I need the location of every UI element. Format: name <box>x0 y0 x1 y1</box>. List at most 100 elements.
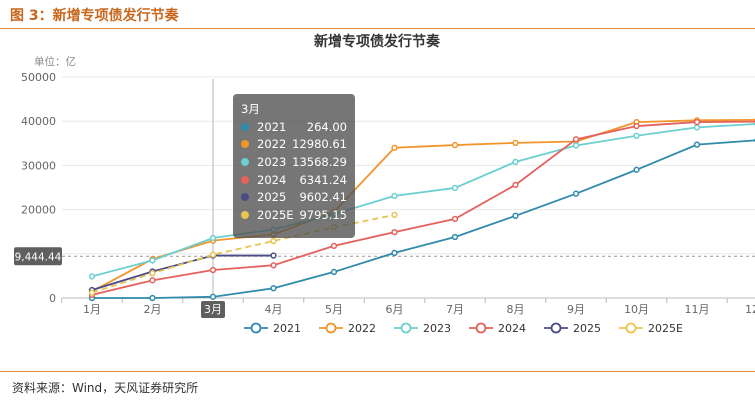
tooltip-series-name: 2025E <box>257 207 294 222</box>
data-point-2023[interactable] <box>451 184 459 192</box>
data-point-2025E[interactable] <box>270 237 277 245</box>
series-line-2024[interactable] <box>91 120 755 296</box>
tooltip-row: 2024 6341.24 <box>241 171 347 189</box>
data-point-2024[interactable] <box>209 266 217 274</box>
data-point-2024[interactable] <box>149 277 156 284</box>
data-point-2022[interactable] <box>512 139 519 147</box>
data-point-2021[interactable] <box>512 212 519 219</box>
data-point-2023[interactable] <box>572 142 580 149</box>
x-tick-label: 2月 <box>144 303 162 316</box>
x-tick-label: 5月 <box>325 303 343 316</box>
data-point-2024[interactable] <box>451 215 459 223</box>
tooltip-series-value: 6341.24 <box>299 172 347 187</box>
x-tick-label: 9月 <box>567 303 585 316</box>
data-point-2024[interactable] <box>391 228 398 236</box>
chart-title: 新增专项债发行节奏 <box>314 33 441 50</box>
tooltip-row: 2025E 9795.15 <box>241 206 347 224</box>
series-line-2021[interactable] <box>92 139 755 299</box>
legend-label-2024: 2024 <box>498 322 526 335</box>
tooltip-series-value: 9602.41 <box>299 190 347 205</box>
data-point-2025[interactable] <box>270 252 277 259</box>
chart-canvas: 新增专项债发行节奏单位：亿010000200003000040000500009… <box>14 33 755 335</box>
data-point-2023[interactable] <box>391 192 398 200</box>
crosshair-y-label: 9,444.44 <box>15 251 62 263</box>
y-tick-label: 30000 <box>21 159 56 172</box>
data-point-2022[interactable] <box>451 141 459 149</box>
series-dot-icon <box>241 210 249 219</box>
legend-marker-2021[interactable] <box>250 322 262 334</box>
legend-marker-2025[interactable] <box>550 322 562 334</box>
tooltip-series-value: 264.00 <box>306 119 347 134</box>
tooltip-row: 2022 12980.61 <box>241 136 347 154</box>
data-point-2021[interactable] <box>209 293 217 300</box>
data-point-2021[interactable] <box>149 294 156 302</box>
data-point-2025E[interactable] <box>209 251 217 258</box>
line-chart[interactable]: 新增专项债发行节奏单位：亿010000200003000040000500009… <box>0 30 755 370</box>
data-point-2025E[interactable] <box>391 211 398 219</box>
legend-marker-2024[interactable] <box>475 322 487 334</box>
data-point-2023[interactable] <box>149 257 156 264</box>
data-point-2021[interactable] <box>572 190 580 197</box>
tooltip-series-name: 2025 <box>257 190 287 205</box>
legend-marker-2025E[interactable] <box>625 322 637 334</box>
bottom-divider <box>0 371 755 372</box>
data-point-2024[interactable] <box>270 262 277 269</box>
data-point-2022[interactable] <box>391 144 398 151</box>
data-point-2023[interactable] <box>633 132 640 139</box>
x-tick-label: 11月 <box>685 303 710 316</box>
data-point-2021[interactable] <box>693 141 701 148</box>
data-point-2024[interactable] <box>572 136 580 143</box>
x-tick-label: 3月 <box>204 303 222 316</box>
series-line-2022[interactable] <box>91 118 755 293</box>
data-point-2021[interactable] <box>633 166 640 173</box>
tooltip-row: 2023 13568.29 <box>241 153 347 171</box>
legend-label-2021: 2021 <box>273 322 301 335</box>
data-point-2023[interactable] <box>209 234 217 242</box>
tooltip-row: 2025 9602.41 <box>241 188 347 206</box>
legend-label-2025E: 2025E <box>648 322 683 335</box>
data-point-2023[interactable] <box>88 273 96 280</box>
top-divider <box>0 28 755 29</box>
legend-marker-2022[interactable] <box>325 322 337 334</box>
hover-tooltip: 3月 2021 264.00 2022 12980.61 2023 13568.29 202… <box>233 94 355 238</box>
tooltip-series-value: 9795.15 <box>299 207 347 222</box>
series-dot-icon <box>241 193 249 202</box>
data-point-2023[interactable] <box>512 158 519 166</box>
data-point-2023[interactable] <box>693 124 701 131</box>
legend-label-2023: 2023 <box>423 322 451 335</box>
y-tick-label: 40000 <box>21 115 56 128</box>
legend-label-2022: 2022 <box>348 322 376 335</box>
data-point-2021[interactable] <box>391 249 398 257</box>
y-tick-label: 0 <box>49 292 56 305</box>
x-tick-label: 1月 <box>83 303 101 316</box>
series-dot-icon <box>241 157 249 166</box>
series-line-2025[interactable] <box>91 254 274 291</box>
data-point-2024[interactable] <box>633 122 640 130</box>
data-point-2024[interactable] <box>693 118 701 126</box>
crosshair-y-badge <box>14 247 62 266</box>
series-dot-icon <box>241 140 249 149</box>
legend-marker-2023[interactable] <box>400 322 412 334</box>
x-tick-label: 6月 <box>386 303 404 316</box>
series-dot-icon <box>241 122 249 131</box>
data-point-2024[interactable] <box>512 181 519 188</box>
x-tick-label: 8月 <box>507 303 525 316</box>
tooltip-series-name: 2022 <box>257 137 287 152</box>
data-point-2025E[interactable] <box>88 289 96 296</box>
series-dot-icon <box>241 175 249 184</box>
tooltip-series-name: 2024 <box>257 172 287 187</box>
y-tick-label: 20000 <box>21 204 56 217</box>
tooltip-series-value: 12980.61 <box>292 137 347 152</box>
tooltip-series-name: 2021 <box>257 119 287 134</box>
y-tick-label: 50000 <box>21 71 56 84</box>
data-point-2021[interactable] <box>270 285 277 292</box>
data-point-2021[interactable] <box>330 268 338 276</box>
x-tick-label: 4月 <box>265 303 283 316</box>
data-point-2021[interactable] <box>451 233 459 241</box>
data-point-2025E[interactable] <box>149 270 156 277</box>
figure-caption: 图 3：新增专项债发行节奏 <box>10 8 179 24</box>
series-line-2023[interactable] <box>91 123 755 278</box>
data-point-2024[interactable] <box>330 242 338 249</box>
legend-label-2025: 2025 <box>573 322 601 335</box>
tooltip-series-name: 2023 <box>257 154 287 169</box>
